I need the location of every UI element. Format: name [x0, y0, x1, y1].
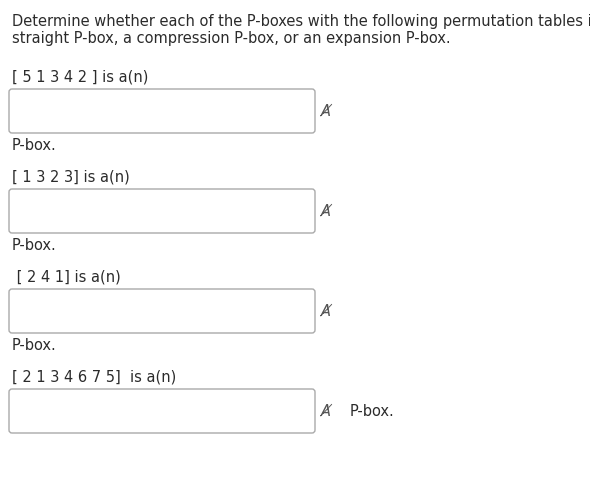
Text: [ 5 1 3 4 2 ] is a(n): [ 5 1 3 4 2 ] is a(n): [12, 70, 148, 85]
Text: A̸: A̸: [322, 303, 332, 319]
FancyBboxPatch shape: [9, 189, 315, 233]
Text: A̸: A̸: [322, 404, 332, 419]
Text: A̸: A̸: [322, 104, 332, 119]
Text: P-box.: P-box.: [12, 338, 57, 353]
Text: [ 2 4 1] is a(n): [ 2 4 1] is a(n): [12, 270, 121, 285]
Text: P-box.: P-box.: [350, 404, 395, 419]
FancyBboxPatch shape: [9, 89, 315, 133]
FancyBboxPatch shape: [9, 289, 315, 333]
Text: Determine whether each of the P-boxes with the following permutation tables is a: Determine whether each of the P-boxes wi…: [12, 14, 590, 47]
Text: P-box.: P-box.: [12, 238, 57, 253]
Text: [ 1 3 2 3] is a(n): [ 1 3 2 3] is a(n): [12, 170, 130, 185]
Text: P-box.: P-box.: [12, 138, 57, 153]
FancyBboxPatch shape: [9, 389, 315, 433]
Text: [ 2 1 3 4 6 7 5]  is a(n): [ 2 1 3 4 6 7 5] is a(n): [12, 370, 176, 385]
Text: A̸: A̸: [322, 204, 332, 218]
